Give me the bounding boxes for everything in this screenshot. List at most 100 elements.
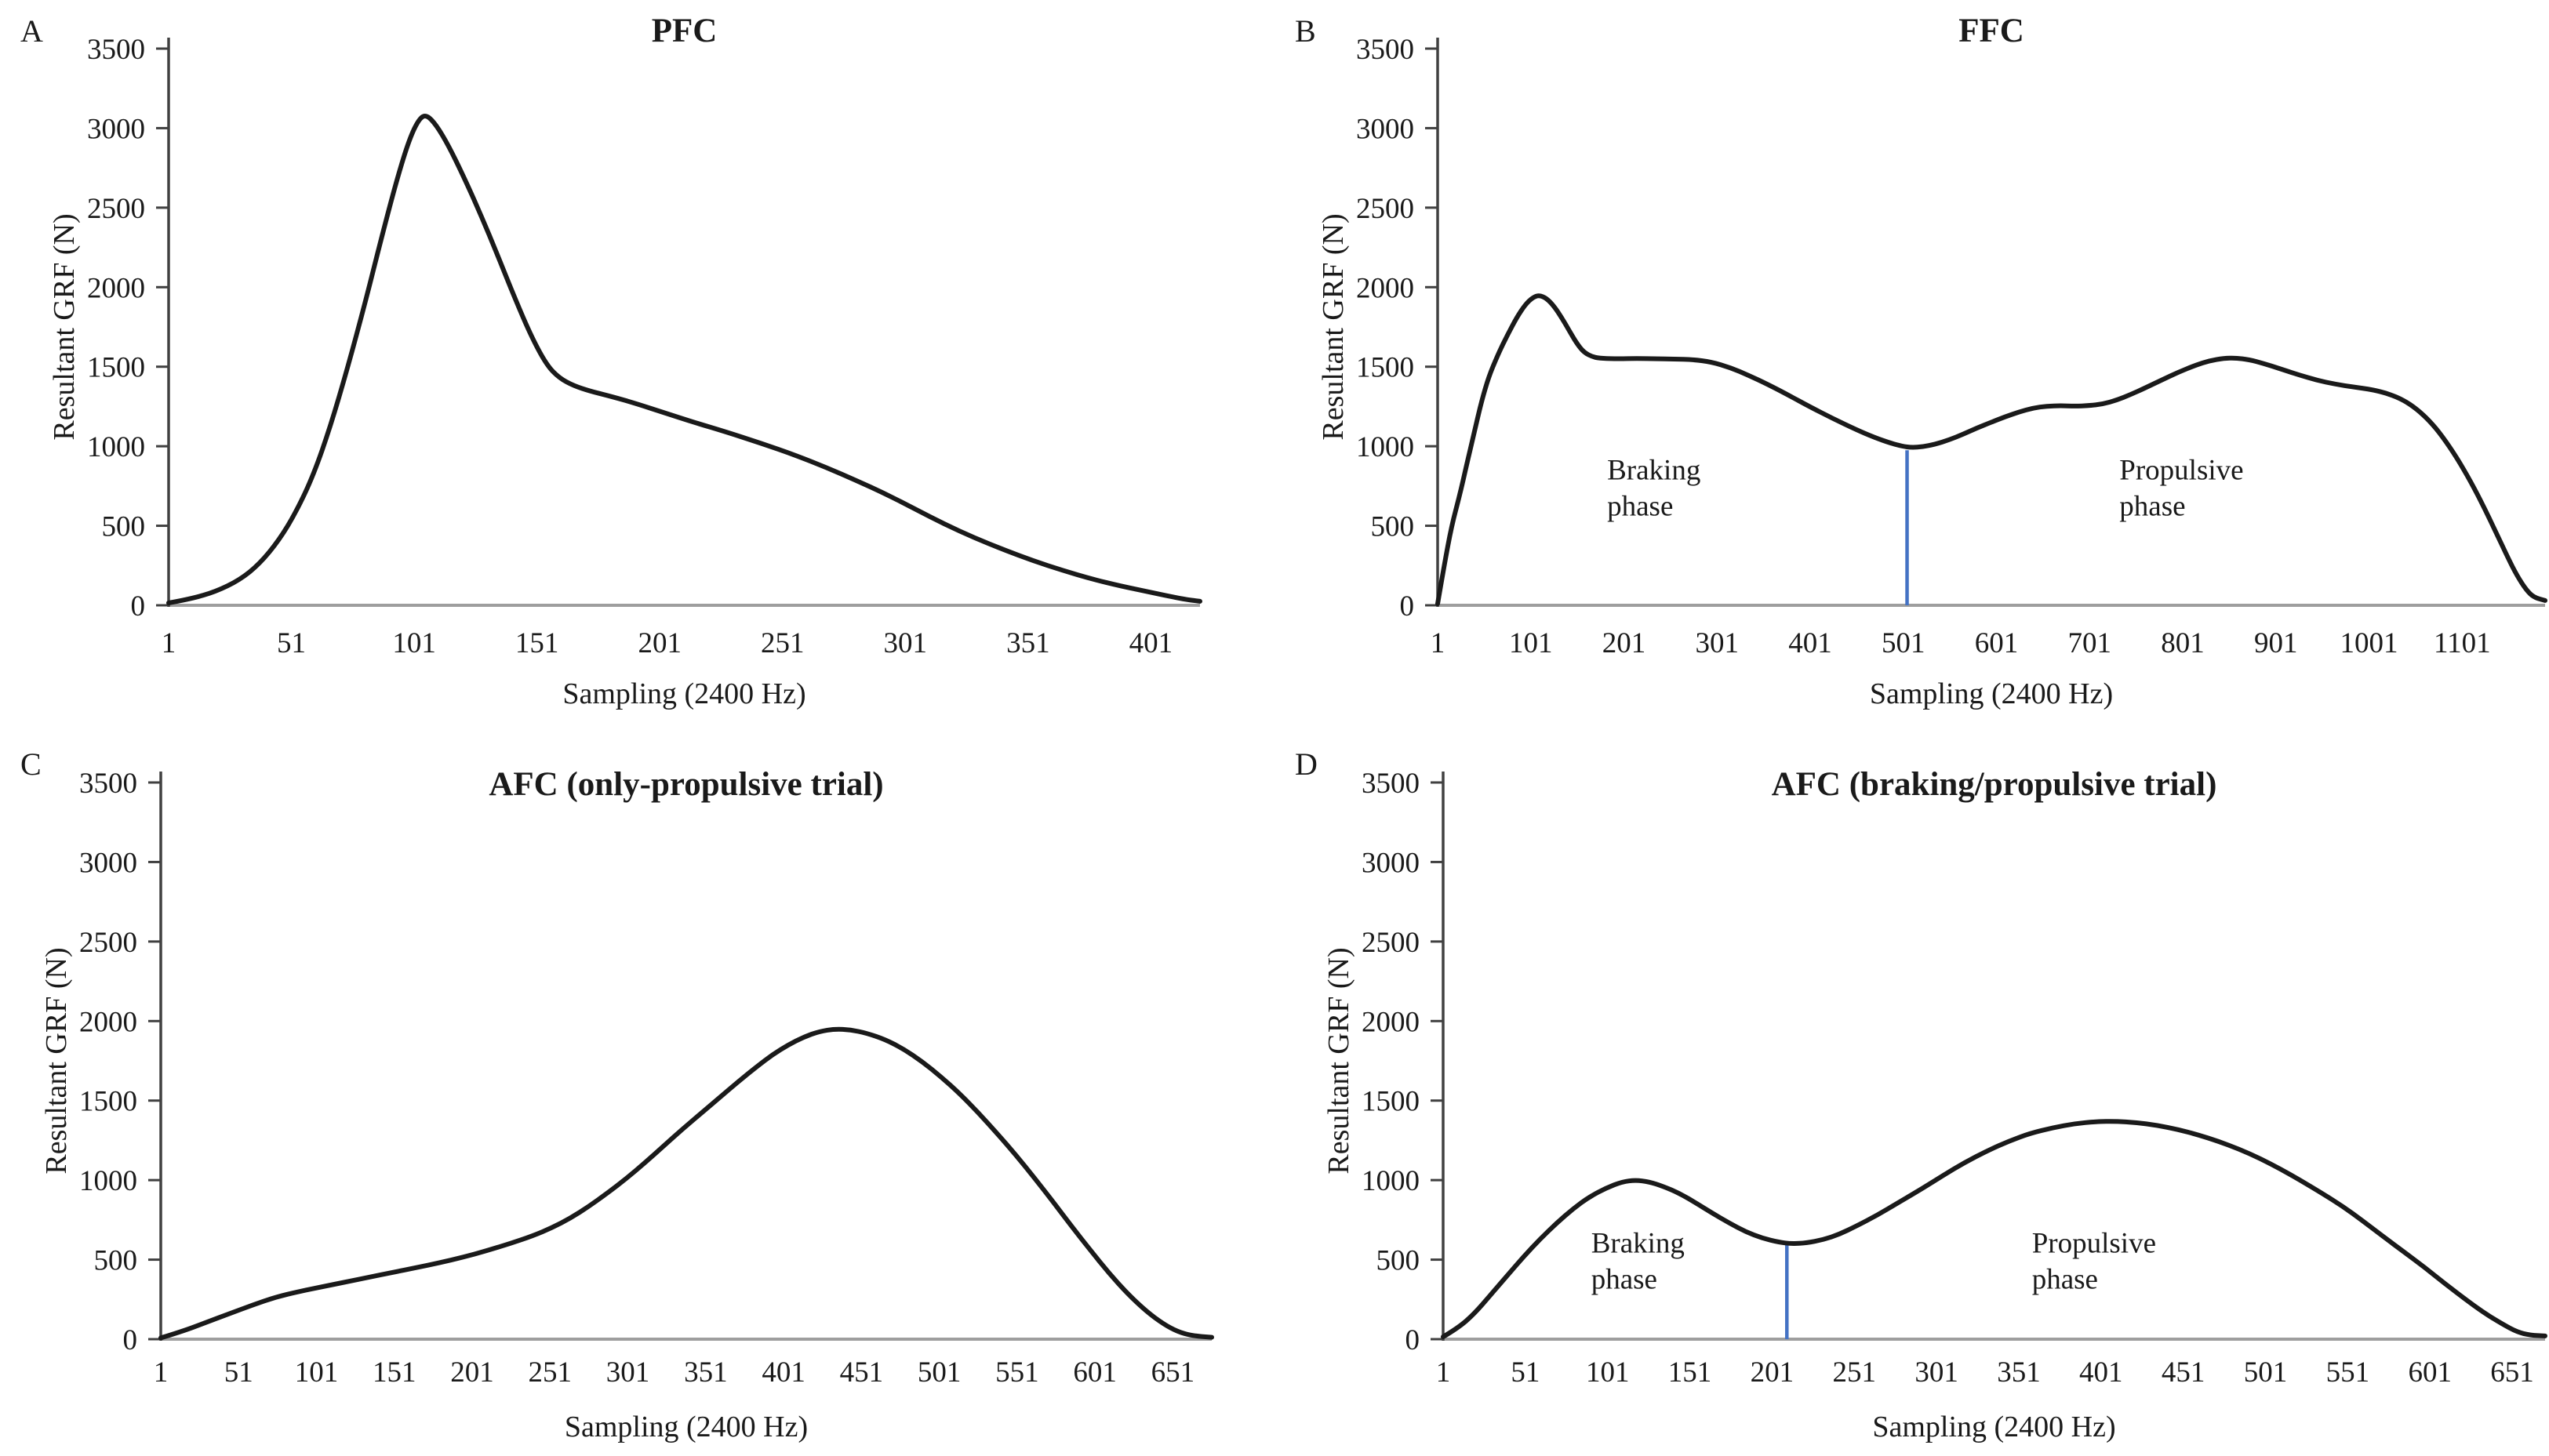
y-tick-label: 500	[1371, 511, 1415, 543]
phase-annotation: Propulsive phase	[2032, 1227, 2156, 1295]
x-tick-label: 1101	[2434, 627, 2491, 659]
x-tick-label: 301	[606, 1356, 650, 1389]
y-tick-label: 2500	[1356, 193, 1414, 225]
x-tick-label: 401	[2079, 1356, 2123, 1389]
y-tick-label: 2000	[1362, 1006, 1420, 1038]
y-tick-label: 2000	[1356, 272, 1414, 304]
x-tick-label: 151	[373, 1356, 416, 1389]
x-tick-label: 51	[1511, 1356, 1540, 1389]
x-tick-label: 351	[1997, 1356, 2041, 1389]
panel-afc-only-propulsive: C AFC (only-propulsive trial) Resultant …	[0, 728, 1274, 1456]
grf-curve	[166, 114, 1202, 605]
panel-title: AFC (only-propulsive trial)	[489, 766, 884, 803]
y-tick-label: 1500	[79, 1086, 137, 1118]
x-tick-label: 1	[162, 627, 176, 659]
y-tick-label: 3000	[87, 113, 145, 145]
panel-letter: D	[1295, 746, 1318, 782]
phase-annotation-line: phase	[2119, 491, 2185, 523]
phase-annotation-line: phase	[1607, 491, 1673, 523]
x-axis-label: Sampling (2400 Hz)	[1872, 1411, 2116, 1443]
x-tick-label: 201	[1602, 627, 1646, 659]
x-axis-label: Sampling (2400 Hz)	[564, 1411, 809, 1443]
x-tick-label: 151	[515, 627, 559, 659]
x-tick-label: 301	[1696, 627, 1740, 659]
x-tick-label: 251	[529, 1356, 573, 1389]
phase-annotation-line: phase	[1591, 1263, 1657, 1295]
y-tick-label: 2000	[87, 272, 145, 304]
y-tick-label: 0	[131, 590, 146, 623]
y-tick-label: 500	[1376, 1245, 1420, 1277]
y-tick-label: 1000	[87, 431, 145, 463]
y-tick-label: 1500	[1356, 352, 1414, 384]
x-tick-label: 901	[2254, 627, 2298, 659]
y-tick-label: 2500	[87, 193, 145, 225]
grf-curve	[1435, 293, 2547, 606]
y-tick-label: 500	[102, 511, 146, 543]
phase-annotation-line: Braking	[1607, 455, 1700, 487]
x-tick-label: 401	[762, 1356, 805, 1389]
x-tick-label: 301	[884, 627, 928, 659]
x-tick-label: 651	[1151, 1356, 1195, 1389]
panel-ffc: B FFC Resultant GRF (N) Sampling (2400 H…	[1274, 0, 2549, 728]
x-tick-label: 601	[1073, 1356, 1117, 1389]
x-tick-label: 101	[295, 1356, 339, 1389]
phase-annotation: Braking phase	[1591, 1227, 1685, 1295]
x-tick-label: 551	[2326, 1356, 2370, 1389]
y-tick-label: 1000	[1362, 1165, 1420, 1197]
y-tick-label: 2500	[1362, 927, 1420, 959]
phase-annotation-line: phase	[2032, 1263, 2098, 1295]
x-tick-label: 601	[1975, 627, 2019, 659]
y-tick-label: 3500	[1356, 34, 1414, 66]
y-tick-label: 500	[94, 1245, 138, 1277]
x-tick-label: 551	[995, 1356, 1039, 1389]
y-tick-label: 0	[1400, 590, 1415, 623]
x-tick-label: 1	[1431, 627, 1445, 659]
x-tick-label: 651	[2490, 1356, 2534, 1389]
x-tick-label: 501	[2244, 1356, 2288, 1389]
panel-title: FFC	[1958, 13, 2024, 49]
x-tick-label: 451	[840, 1356, 884, 1389]
y-tick-label: 3000	[1356, 113, 1414, 145]
y-tick-label: 3000	[79, 847, 137, 879]
y-tick-label: 3500	[79, 768, 137, 800]
phase-annotation: Propulsive phase	[2119, 455, 2243, 523]
x-tick-label: 151	[1668, 1356, 1712, 1389]
y-tick-label: 0	[1405, 1324, 1420, 1356]
x-tick-label: 401	[1788, 627, 1832, 659]
panel-afc-braking-propulsive: D AFC (braking/propulsive trial) Resulta…	[1274, 728, 2549, 1456]
x-tick-label: 101	[1586, 1356, 1629, 1389]
x-tick-label: 101	[1509, 627, 1553, 659]
x-axis-label: Sampling (2400 Hz)	[562, 677, 806, 710]
x-tick-label: 351	[1006, 627, 1050, 659]
grf-curve	[1441, 1119, 2547, 1339]
y-tick-label: 1500	[1362, 1086, 1420, 1118]
y-tick-label: 3500	[87, 34, 145, 66]
x-axis-label: Sampling (2400 Hz)	[1869, 677, 2114, 710]
panel-letter: B	[1295, 13, 1316, 49]
panel-letter: A	[20, 13, 43, 49]
x-tick-label: 201	[1751, 1356, 1794, 1389]
y-tick-label: 2500	[79, 927, 137, 959]
x-tick-label: 201	[450, 1356, 494, 1389]
x-tick-label: 1	[154, 1356, 169, 1389]
y-tick-label: 3500	[1362, 768, 1420, 800]
x-tick-label: 451	[2162, 1356, 2205, 1389]
y-tick-label: 1000	[79, 1165, 137, 1197]
x-tick-label: 501	[1882, 627, 1925, 659]
panel-title: PFC	[651, 13, 718, 49]
y-tick-label: 2000	[79, 1006, 137, 1038]
y-tick-label: 1000	[1356, 431, 1414, 463]
phase-annotation-line: Propulsive	[2119, 455, 2243, 487]
y-tick-label: 1500	[87, 352, 145, 384]
phase-annotation: Braking phase	[1607, 455, 1700, 523]
x-tick-label: 51	[224, 1356, 253, 1389]
y-tick-label: 0	[123, 1324, 138, 1356]
x-tick-label: 1001	[2340, 627, 2398, 659]
x-tick-label: 351	[684, 1356, 728, 1389]
panel-pfc: A PFC Resultant GRF (N) Sampling (2400 H…	[0, 0, 1274, 728]
